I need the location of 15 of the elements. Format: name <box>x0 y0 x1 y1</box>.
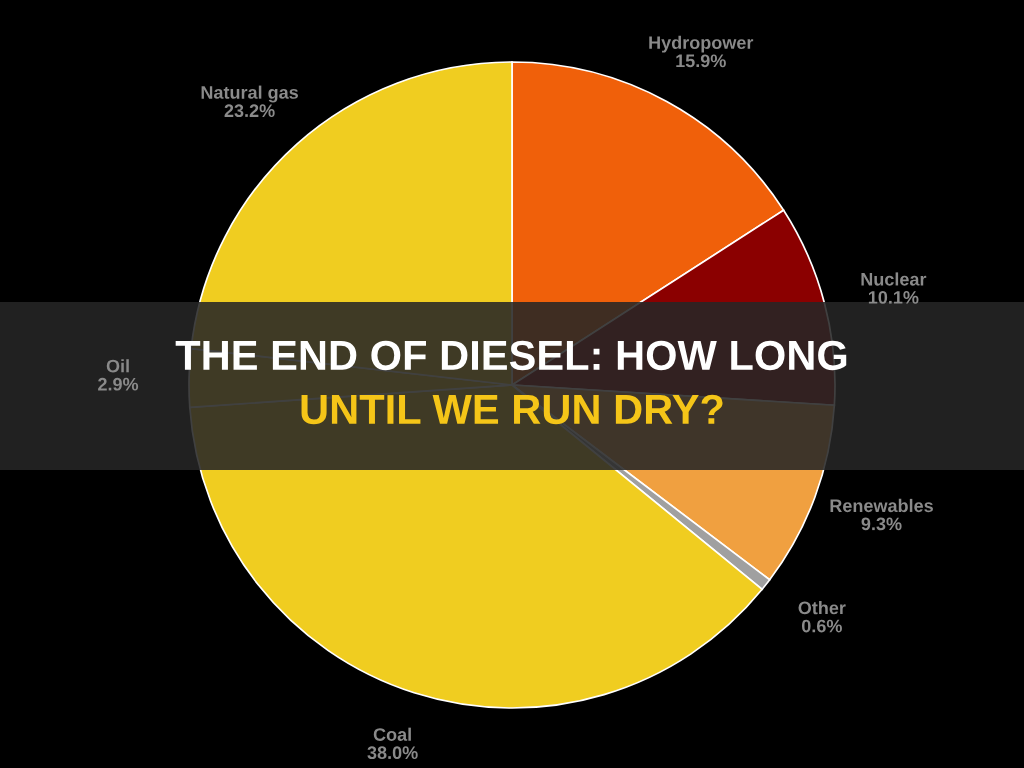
slice-label: Nuclear <box>861 272 927 286</box>
slice-label: Oil <box>106 359 129 373</box>
data-label: 0.6% <box>801 619 842 633</box>
data-label: 23.2% <box>224 104 275 118</box>
text: THE END OF DIESEL: HOW LONG UNTIL WE RUN DRY? <box>175 340 847 425</box>
slice-label: Renewables <box>830 498 933 513</box>
slice-label: Other <box>798 601 846 615</box>
data-label: 10.1% <box>868 291 919 304</box>
slice-label: Coal <box>373 727 411 741</box>
data-label: 9.3% <box>861 517 902 531</box>
data-label: 2.9% <box>98 377 139 391</box>
slice-label: Natural gas <box>201 85 298 103</box>
data-label: 38.0% <box>367 746 418 760</box>
data-label: 15.9% <box>676 54 726 68</box>
slice-label: Hydropower <box>649 35 754 53</box>
